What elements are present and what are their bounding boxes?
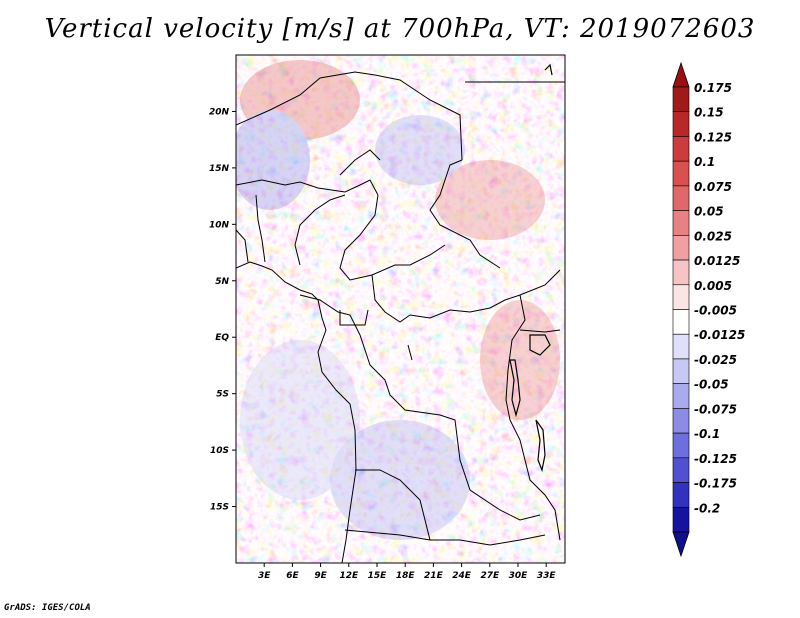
colorbar-segment: [672, 383, 690, 409]
colorbar-segment: [672, 408, 690, 434]
colorbar-label: 0.0125: [694, 254, 740, 268]
lon-tick-label: 12E: [339, 571, 359, 581]
colorbar-segment: [672, 259, 690, 286]
lon-tick-label: 27E: [480, 571, 500, 581]
colorbar-label: -0.075: [694, 402, 737, 416]
lat-tick-label: 20N: [209, 107, 230, 117]
lon-tick-label: 21E: [424, 571, 444, 581]
lon-tick-label: 18E: [396, 571, 416, 581]
colorbar-label: -0.175: [694, 477, 737, 491]
lat-tick-label: 15N: [209, 164, 230, 174]
lon-tick-label: 3E: [258, 571, 271, 581]
colorbar-label: 0.075: [694, 180, 732, 194]
lat-tick-label: EQ: [215, 333, 229, 343]
colorbar-segment: [672, 333, 690, 360]
colorbar-segment: [672, 86, 690, 113]
lat-tick-label: 5N: [215, 277, 229, 287]
latitude-axis: 20N 15N 10N 5N EQ 5S 10S 15S: [209, 107, 236, 513]
colorbar-segment: [672, 185, 690, 211]
colorbar-label: 0.125: [694, 130, 732, 144]
lat-tick-label: 5S: [216, 390, 229, 400]
colorbar-label: 0.05: [694, 205, 724, 219]
colorbar-label: -0.005: [694, 304, 737, 318]
lat-tick-label: 15S: [210, 503, 229, 513]
colorbar-segment: [672, 136, 690, 162]
lon-tick-label: 24E: [452, 571, 472, 581]
colorbar-label: 0.025: [694, 229, 732, 243]
velocity-tint-regions: [236, 60, 560, 540]
colorbar-label: 0.005: [694, 279, 732, 293]
map-plot-area: [236, 55, 565, 563]
colorbar-bottom-arrow: [672, 531, 690, 558]
colorbar-segment: [672, 506, 690, 533]
lon-tick-label: 33E: [537, 571, 557, 581]
colorbar-label: -0.025: [694, 353, 737, 367]
colorbar-label: -0.05: [694, 378, 729, 392]
country-borders: [236, 71, 565, 563]
lat-tick-label: 10S: [210, 446, 229, 456]
colorbar-label: -0.2: [694, 501, 720, 515]
lakes: [509, 63, 553, 473]
colorbar-label: 0.15: [694, 106, 724, 120]
colorbar-segment: [672, 457, 690, 483]
lat-tick-label: 10N: [209, 220, 230, 230]
grads-credit: GrADS: IGES/COLA: [4, 603, 91, 613]
longitude-axis: 3E 6E 9E 12E 15E 18E 21E 24E 27E 30E 33E: [258, 563, 556, 581]
lon-tick-label: 30E: [509, 571, 529, 581]
colorbar: 0.175 0.15 0.125 0.1 0.075 0.05 0.025 0.0125 0.0…: [672, 61, 745, 558]
chart-title: Vertical velocity [m/s] at 700hPa, VT: 2…: [44, 14, 756, 44]
colorbar-segment: [672, 111, 690, 137]
lon-tick-label: 15E: [368, 571, 388, 581]
colorbar-segment: [672, 309, 690, 335]
lon-tick-label: 9E: [314, 571, 327, 581]
colorbar-segment: [672, 284, 690, 310]
colorbar-segment: [672, 482, 690, 508]
colorbar-segment: [672, 235, 690, 261]
colorbar-segment: [672, 160, 690, 187]
colorbar-label: -0.125: [694, 452, 737, 466]
lon-tick-label: 6E: [286, 571, 299, 581]
colorbar-label: -0.1: [694, 427, 720, 441]
map-frame: [235, 54, 566, 564]
colorbar-label: 0.175: [694, 81, 732, 95]
colorbar-segment: [672, 210, 690, 236]
colorbar-segment: [672, 358, 690, 384]
colorbar-label: -0.0125: [694, 328, 745, 342]
colorbar-label: 0.1: [694, 155, 715, 169]
colorbar-top-arrow: [672, 61, 690, 88]
colorbar-segment: [672, 432, 690, 459]
